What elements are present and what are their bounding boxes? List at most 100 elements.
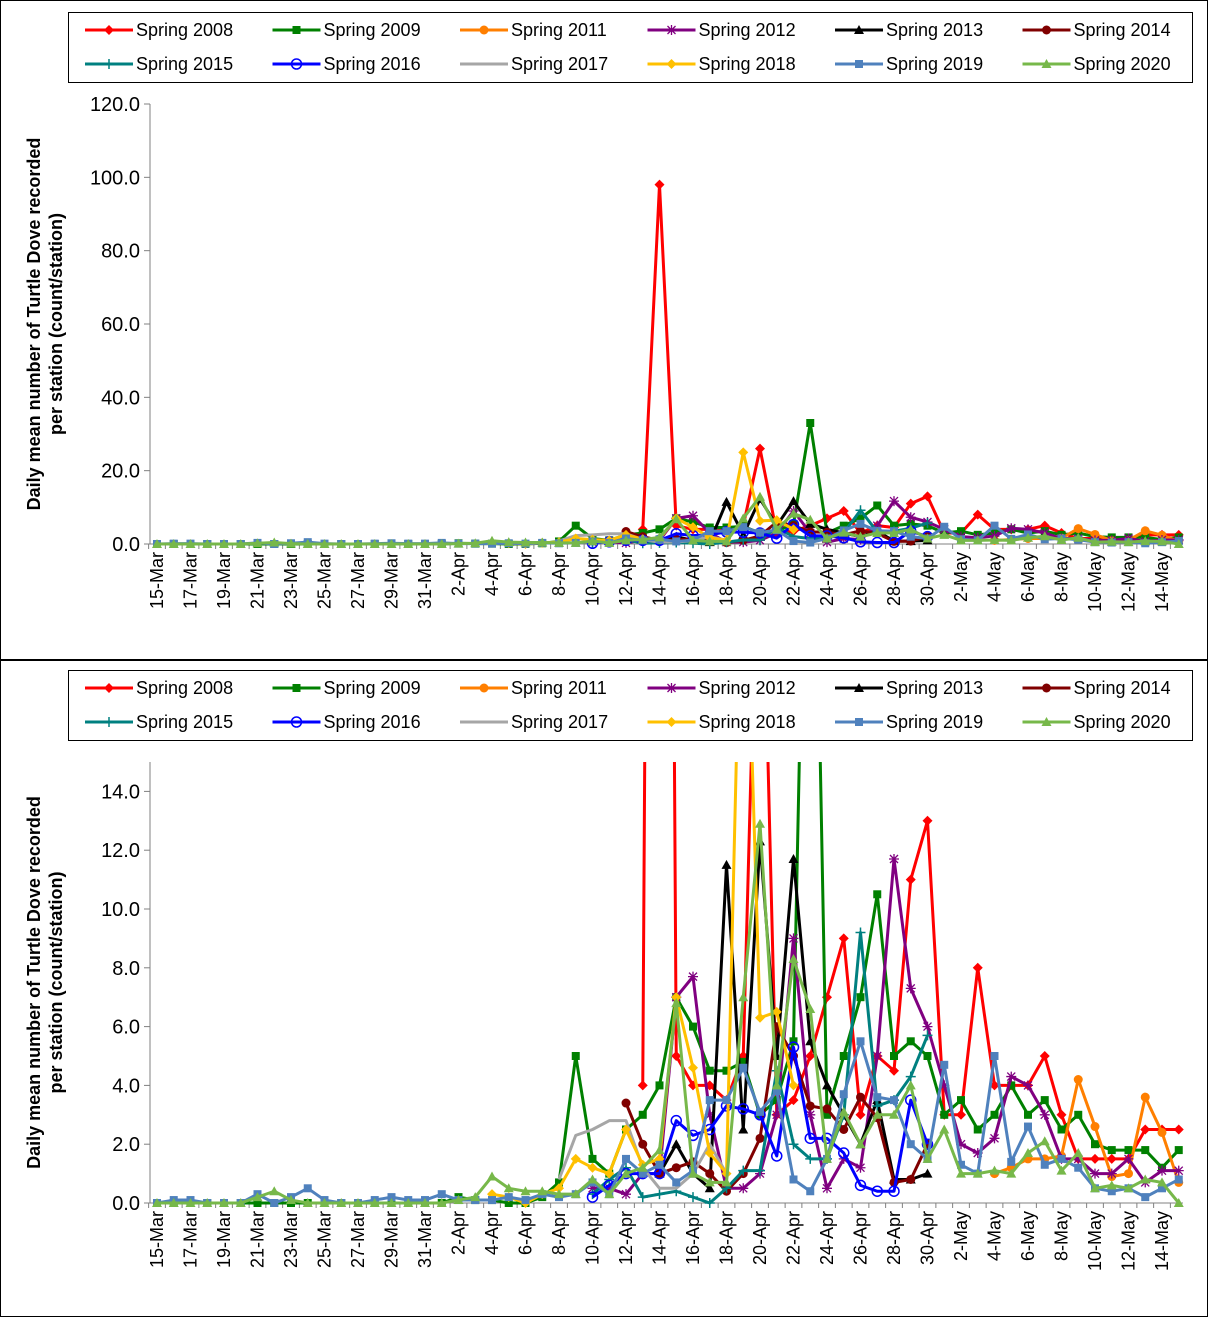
x-tick-label: 10-May [1085, 1211, 1105, 1271]
marker [956, 1168, 966, 1178]
marker [972, 535, 983, 545]
marker [921, 1138, 934, 1150]
marker [571, 1052, 580, 1060]
marker [856, 519, 865, 528]
marker [721, 496, 732, 506]
marker [688, 522, 698, 533]
marker [854, 1179, 867, 1192]
marker [1024, 1110, 1032, 1119]
legend-label: Spring 2009 [324, 20, 421, 40]
marker [369, 1198, 380, 1207]
marker [940, 522, 949, 531]
marker [739, 1057, 748, 1066]
marker [905, 512, 916, 523]
y-tick-label: 60.0 [101, 314, 140, 336]
marker [688, 1062, 698, 1073]
marker [939, 1080, 950, 1091]
legend-label: Spring 2013 [886, 678, 983, 698]
marker [637, 534, 648, 544]
marker [336, 539, 347, 548]
marker [1157, 536, 1167, 546]
x-tick-label: 15-Mar [147, 1211, 167, 1268]
marker [638, 1169, 647, 1178]
marker [789, 1175, 798, 1184]
marker [889, 1065, 899, 1076]
marker [655, 1160, 664, 1169]
x-tick-label: 24-Apr [817, 1211, 837, 1265]
marker [219, 1198, 229, 1207]
marker [972, 509, 983, 520]
y-tick-label: 120.0 [90, 94, 140, 116]
marker [872, 1109, 883, 1119]
marker [638, 1139, 648, 1149]
marker [990, 1110, 999, 1119]
marker [1056, 534, 1067, 544]
x-tick-label: 18-Apr [717, 1211, 737, 1265]
marker [755, 534, 765, 545]
marker [488, 1196, 496, 1205]
marker [1123, 1183, 1134, 1193]
marker [586, 1191, 599, 1203]
marker [771, 1109, 782, 1120]
marker [637, 1192, 648, 1203]
marker [1106, 536, 1117, 546]
marker [504, 1193, 513, 1202]
marker [771, 1080, 782, 1090]
marker [1073, 524, 1083, 534]
marker [855, 531, 866, 541]
marker [839, 1125, 849, 1134]
marker [670, 1114, 682, 1127]
marker [838, 1106, 849, 1116]
marker [755, 1012, 765, 1023]
marker [906, 1174, 916, 1184]
marker [805, 1109, 816, 1120]
marker [772, 1087, 781, 1096]
marker [554, 1183, 564, 1194]
x-tick-label: 19-Mar [214, 552, 234, 609]
legend-label: Spring 2014 [1074, 678, 1171, 698]
marker [705, 1169, 715, 1179]
panel-border [0, 660, 1208, 1317]
marker [823, 1110, 831, 1119]
x-tick-label: 17-Mar [181, 1211, 201, 1268]
marker [290, 58, 303, 70]
marker [292, 26, 301, 34]
marker [637, 1080, 648, 1091]
marker [1006, 523, 1017, 534]
marker [1041, 59, 1052, 68]
marker [1007, 1157, 1016, 1166]
marker [922, 1021, 933, 1032]
marker [705, 527, 714, 536]
marker [956, 535, 966, 545]
marker [771, 1006, 782, 1017]
marker [788, 1139, 799, 1150]
marker [1174, 1175, 1183, 1184]
legend-label: Spring 2008 [136, 20, 233, 40]
marker [286, 538, 296, 548]
marker [104, 59, 114, 69]
x-tick-label: 10-May [1085, 552, 1105, 612]
series-line [157, 822, 1180, 1205]
marker [1090, 529, 1100, 539]
legend-label: Spring 2015 [136, 54, 233, 74]
marker [788, 1095, 799, 1106]
x-tick-label: 2-May [951, 1211, 971, 1261]
marker [621, 1189, 631, 1200]
marker [436, 1198, 447, 1207]
marker [1141, 1146, 1150, 1155]
marker [1073, 1148, 1084, 1158]
marker [487, 535, 497, 545]
marker [855, 927, 866, 938]
marker [905, 1094, 917, 1106]
legend-label: Spring 2011 [511, 20, 607, 40]
marker [1040, 1160, 1049, 1169]
legend-label: Spring 2020 [1074, 712, 1171, 732]
x-tick-label: 8-May [1052, 1211, 1072, 1261]
series-line [157, 495, 1179, 546]
marker [470, 1192, 481, 1202]
marker [855, 1139, 866, 1149]
marker [521, 1196, 530, 1205]
x-tick-label: 10-Apr [583, 552, 603, 606]
marker [906, 1037, 915, 1046]
marker [922, 491, 933, 502]
